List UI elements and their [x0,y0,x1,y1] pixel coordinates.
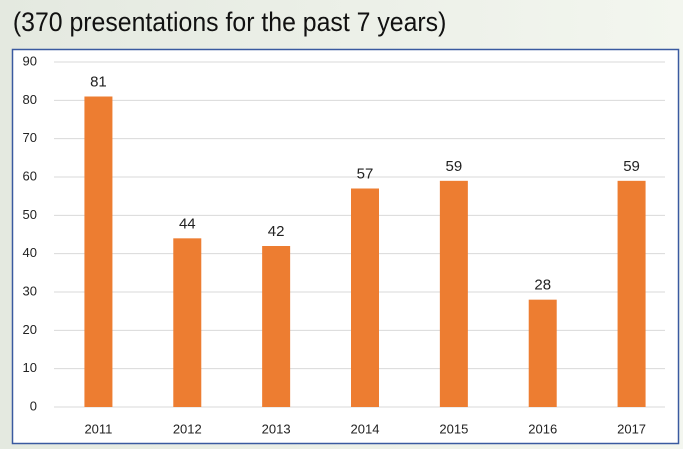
x-tick-label: 2013 [262,421,291,436]
x-tick-label: 2011 [84,421,112,436]
data-label: 81 [90,73,107,90]
y-tick-label: 30 [23,283,37,298]
data-label: 28 [534,277,551,294]
bar [84,96,113,407]
chart-area [11,48,680,445]
y-tick-label: 60 [23,168,37,183]
data-label: 59 [623,158,640,175]
y-tick-label: 40 [23,245,37,260]
bar [528,299,557,407]
data-label: 57 [357,165,374,182]
bar [173,238,202,407]
chart-title: (370 presentations for the past 7 years) [13,8,446,37]
bar [262,246,291,407]
data-label: 42 [268,223,285,240]
y-tick-label: 90 [23,53,37,68]
y-tick-label: 70 [23,130,37,145]
x-tick-label: 2017 [617,421,646,436]
y-tick-label: 20 [23,322,37,337]
bar [351,188,379,407]
data-label: 59 [446,158,463,175]
y-tick-label: 0 [30,398,37,413]
y-tick-label: 50 [23,207,37,222]
y-tick-label: 10 [23,360,37,375]
x-tick-label: 2014 [351,421,380,436]
x-tick-label: 2016 [528,421,557,436]
x-tick-label: 2015 [439,421,468,436]
y-tick-label: 80 [23,92,37,107]
bar [439,180,468,407]
data-label: 44 [179,215,196,232]
bar [617,180,646,407]
x-tick-label: 2012 [173,421,202,436]
